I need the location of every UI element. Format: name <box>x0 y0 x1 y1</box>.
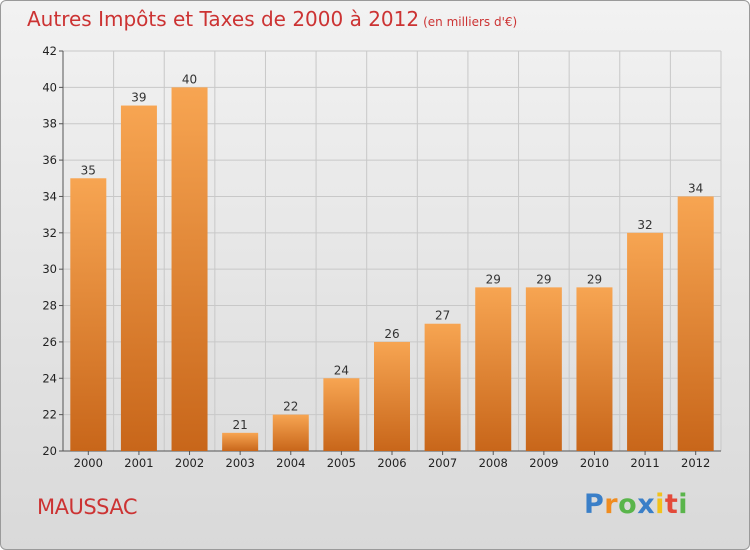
bar <box>70 178 107 452</box>
bar <box>525 287 562 451</box>
data-labels: 35 39 40 21 22 24 26 27 29 29 29 32 34 <box>81 72 704 431</box>
x-tick-label: 2004 <box>276 456 305 470</box>
y-tick-label: 26 <box>42 335 57 349</box>
data-label: 29 <box>486 272 501 286</box>
logo-letter: o <box>618 489 638 520</box>
data-label: 24 <box>334 363 349 377</box>
x-tick-label: 2001 <box>124 456 153 470</box>
bar <box>424 323 461 451</box>
y-tick-label: 38 <box>42 117 57 131</box>
bar <box>374 341 410 451</box>
bar <box>576 287 613 451</box>
bar <box>627 232 664 451</box>
bar <box>222 432 259 451</box>
y-tick-label: 24 <box>42 371 57 385</box>
data-label: 32 <box>637 218 652 232</box>
x-tick-label: 2009 <box>529 456 558 470</box>
data-label: 40 <box>182 72 197 86</box>
x-tick-label: 2007 <box>428 456 457 470</box>
logo-letter: P <box>584 489 605 520</box>
logo-letter: i <box>678 489 689 520</box>
y-tick-label: 22 <box>42 408 57 422</box>
bar <box>272 414 309 451</box>
x-tick-label: 2003 <box>226 456 255 470</box>
logo-letter: r <box>604 489 619 520</box>
data-label: 27 <box>435 309 450 323</box>
y-tick-label: 40 <box>42 80 57 94</box>
title-unit: (en milliers d'€) <box>423 15 518 29</box>
y-tick-label: 36 <box>42 153 57 167</box>
x-tick-label: 2000 <box>74 456 103 470</box>
x-tick-label: 2005 <box>327 456 356 470</box>
y-tick-label: 30 <box>42 262 57 276</box>
bar <box>120 105 157 451</box>
chart-title: Autres Impôts et Taxes de 2000 à 2012 (en… <box>27 7 517 31</box>
data-label: 34 <box>688 181 703 195</box>
y-tick-label: 42 <box>42 44 57 58</box>
data-label: 21 <box>233 418 248 432</box>
bar <box>677 196 714 451</box>
data-label: 29 <box>587 272 602 286</box>
title-text: Autres Impôts et Taxes de 2000 à 2012 <box>27 7 420 31</box>
y-tick-label: 20 <box>42 444 57 458</box>
data-label: 39 <box>131 91 146 105</box>
x-tick-label: 2006 <box>377 456 406 470</box>
logo-letter: i <box>655 489 665 520</box>
x-tick-label: 2008 <box>479 456 508 470</box>
bar <box>323 378 360 451</box>
x-tick-label: 2011 <box>630 456 659 470</box>
x-tick-label: 2010 <box>580 456 609 470</box>
data-label: 29 <box>536 272 551 286</box>
logo-letter: t <box>664 489 679 520</box>
y-tick-label: 34 <box>42 189 57 203</box>
x-tick-label: 2002 <box>175 456 204 470</box>
y-tick-label: 32 <box>42 226 57 240</box>
data-label: 35 <box>81 163 96 177</box>
bar <box>171 87 208 451</box>
bars <box>70 87 714 452</box>
proxiti-logo: Proxiti <box>584 489 688 520</box>
x-tick-label: 2012 <box>681 456 710 470</box>
bar <box>475 287 512 451</box>
data-label: 26 <box>384 327 399 341</box>
data-label: 22 <box>283 400 298 414</box>
y-tick-label: 28 <box>42 299 57 313</box>
logo-letter: x <box>637 489 656 520</box>
commune-name: MAUSSAC <box>37 495 138 519</box>
